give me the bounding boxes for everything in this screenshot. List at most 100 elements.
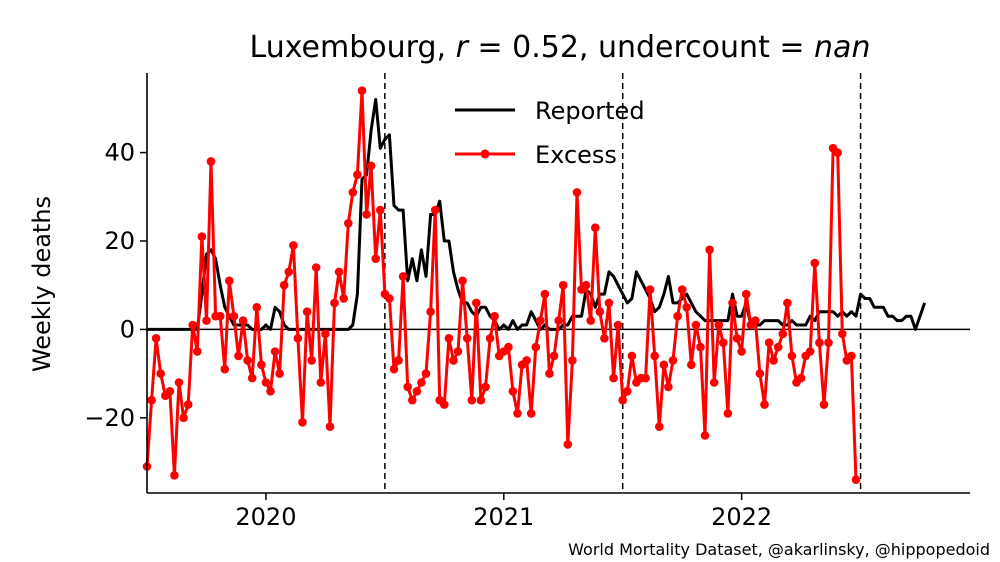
data-point-excess <box>426 307 435 317</box>
data-point-excess <box>755 369 765 378</box>
data-point-excess <box>247 373 257 383</box>
data-point-excess <box>307 356 317 365</box>
chart-title: Luxembourg, r = 0.52, undercount = nan <box>250 30 871 65</box>
data-point-excess <box>376 205 385 215</box>
data-point-excess <box>206 157 216 166</box>
plot-area: −20 0 20 40 2020 2021 2022 <box>84 73 970 531</box>
data-point-excess <box>421 369 431 378</box>
data-point-excess <box>266 387 275 396</box>
data-point-excess <box>453 347 463 356</box>
data-point-excess <box>252 303 262 312</box>
data-point-excess <box>815 338 824 348</box>
data-point-excess <box>536 316 545 325</box>
data-point-excess <box>737 347 746 356</box>
data-point-excess <box>709 378 719 387</box>
data-point-excess <box>398 272 408 281</box>
data-point-excess <box>682 303 691 312</box>
data-point-excess <box>645 285 655 294</box>
data-point-excess <box>462 334 472 343</box>
data-point-excess <box>558 280 568 290</box>
legend-label-excess: Excess <box>535 141 617 169</box>
data-point-excess <box>659 360 669 370</box>
data-point-excess <box>700 431 710 440</box>
data-point-excess <box>394 356 403 365</box>
data-point-excess <box>847 351 856 361</box>
data-point-excess <box>289 241 298 250</box>
data-point-excess <box>508 387 518 396</box>
data-point-excess <box>563 440 573 449</box>
data-point-excess <box>513 409 522 418</box>
data-point-excess <box>787 351 797 361</box>
data-point-excess <box>595 307 605 317</box>
data-point-excess <box>609 373 618 383</box>
data-point-excess <box>353 170 362 179</box>
data-point-excess <box>344 219 353 228</box>
data-point-excess <box>650 351 659 361</box>
data-point-excess <box>751 316 760 325</box>
data-point-excess <box>293 334 303 343</box>
data-point-excess <box>403 382 413 392</box>
data-point-excess <box>183 400 193 409</box>
data-point-excess <box>810 258 820 268</box>
data-point-excess <box>819 400 829 409</box>
data-point-excess <box>257 360 266 370</box>
data-point-excess <box>467 395 477 405</box>
data-point-excess <box>170 471 179 480</box>
data-point-excess <box>778 329 788 339</box>
data-point-excess <box>732 334 742 343</box>
data-point-excess <box>321 329 330 339</box>
data-point-excess <box>385 294 394 303</box>
y-axis-label: Weekly deaths <box>28 196 56 372</box>
data-point-excess <box>618 395 627 405</box>
data-point-excess <box>613 320 623 330</box>
data-point-excess <box>193 347 202 356</box>
data-point-excess <box>490 311 499 321</box>
y-tick-label: 20 <box>104 227 135 255</box>
data-point-excess <box>504 342 513 352</box>
data-point-excess <box>408 395 417 405</box>
data-point-excess <box>440 400 449 409</box>
data-point-excess <box>705 245 714 255</box>
data-point-excess <box>481 382 490 392</box>
data-point-excess <box>366 161 376 171</box>
data-point-excess <box>229 311 239 321</box>
x-tick-label: 2020 <box>235 503 296 531</box>
data-point-excess <box>476 395 486 405</box>
legend-label-reported: Reported <box>535 97 645 125</box>
data-point-excess <box>261 378 271 387</box>
data-point-excess <box>449 356 458 365</box>
data-point-excess <box>586 316 595 325</box>
data-point-excess <box>298 418 307 427</box>
data-point-excess <box>773 342 783 352</box>
data-point-excess <box>243 356 252 365</box>
data-point-excess <box>316 378 326 387</box>
data-point-excess <box>655 422 664 432</box>
data-point-excess <box>234 351 243 361</box>
data-point-excess <box>279 280 289 290</box>
data-point-excess <box>554 316 563 325</box>
data-point-excess <box>531 342 541 352</box>
data-point-excess <box>334 267 344 277</box>
data-point-excess <box>197 232 207 241</box>
legend-marker-excess <box>480 149 490 159</box>
data-point-excess <box>284 267 294 277</box>
data-point-excess <box>156 369 165 378</box>
data-point-excess <box>330 298 339 308</box>
data-point-excess <box>600 334 609 343</box>
data-point-excess <box>220 364 230 374</box>
data-point-excess <box>417 378 426 387</box>
data-point-excess <box>458 276 467 286</box>
data-point-excess <box>769 356 778 365</box>
data-point-excess <box>687 360 696 370</box>
data-point-excess <box>311 263 321 272</box>
data-point-excess <box>741 289 751 299</box>
data-point-excess <box>764 338 774 348</box>
data-point-excess <box>389 364 399 374</box>
data-point-excess <box>549 351 559 361</box>
data-point-excess <box>357 86 367 95</box>
data-point-excess <box>545 369 554 378</box>
data-point-excess <box>526 409 536 418</box>
x-tick-label: 2022 <box>711 503 772 531</box>
data-point-excess <box>270 347 280 356</box>
data-point-excess <box>664 382 673 392</box>
